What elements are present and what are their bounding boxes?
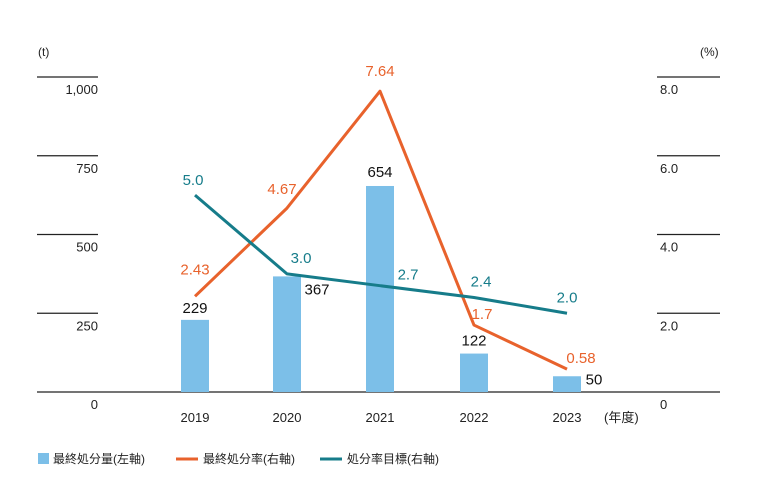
bar bbox=[181, 319, 209, 392]
right-axis-unit: (%) bbox=[700, 45, 719, 59]
target-rate-label: 2.7 bbox=[398, 267, 419, 284]
target-rate-label: 2.4 bbox=[471, 274, 492, 291]
lines bbox=[193, 89, 568, 371]
x-tick-label: 2022 bbox=[460, 410, 489, 425]
right-tick-label: 8.0 bbox=[660, 82, 678, 97]
legend-label: 処分率目標(右軸) bbox=[347, 451, 439, 466]
target-rate-label: 2.0 bbox=[557, 289, 578, 306]
legend-label: 最終処分量(左軸) bbox=[53, 451, 145, 466]
bar bbox=[553, 376, 581, 392]
left-tick-label: 1,000 bbox=[65, 82, 98, 97]
data-labels: 229 367 654 122 50 2.43 4.67 7.64 1.7 0.58 5.0 3.0 2… bbox=[180, 63, 602, 388]
bar bbox=[366, 185, 394, 392]
left-tick-label: 250 bbox=[76, 318, 98, 333]
bar-value-label: 367 bbox=[304, 281, 329, 298]
right-tick-label: 4.0 bbox=[660, 240, 678, 255]
legend-swatch-bar bbox=[38, 453, 49, 464]
disposal-rate-label: 7.64 bbox=[365, 63, 394, 80]
bar-value-label: 122 bbox=[461, 333, 486, 350]
left-tick-label: 500 bbox=[76, 240, 98, 255]
left-tick-label: 0 bbox=[91, 397, 98, 412]
bar-value-label: 50 bbox=[586, 371, 603, 388]
legend-label: 最終処分率(右軸) bbox=[203, 451, 295, 466]
bar bbox=[460, 353, 488, 392]
axes: 0 0 250 2.0 500 4.0 750 6.0 1,000 8.0 (t) (%) 2019 20… bbox=[37, 45, 720, 425]
target-rate-label: 5.0 bbox=[183, 172, 204, 189]
legend: 最終処分量(左軸) 最終処分率(右軸) 処分率目標(右軸) bbox=[38, 451, 439, 466]
x-tick-label: 2020 bbox=[273, 410, 302, 425]
bar-value-label: 229 bbox=[182, 300, 207, 317]
x-tick-label: 2021 bbox=[366, 410, 395, 425]
target-rate-label: 3.0 bbox=[291, 250, 312, 267]
left-tick-label: 750 bbox=[76, 161, 98, 176]
bar bbox=[273, 276, 301, 392]
right-tick-label: 0 bbox=[660, 397, 667, 412]
bars bbox=[181, 185, 581, 392]
disposal-rate-line bbox=[193, 89, 568, 371]
right-tick-label: 6.0 bbox=[660, 161, 678, 176]
x-tick-label: 2019 bbox=[181, 410, 210, 425]
disposal-rate-label: 1.7 bbox=[472, 306, 493, 323]
disposal-rate-label: 2.43 bbox=[180, 261, 209, 278]
disposal-rate-label: 0.58 bbox=[566, 350, 595, 367]
x-axis-unit: (年度) bbox=[604, 410, 639, 425]
right-tick-label: 2.0 bbox=[660, 318, 678, 333]
target-rate-line bbox=[194, 193, 568, 315]
bar-value-label: 654 bbox=[367, 164, 392, 181]
x-tick-label: 2023 bbox=[553, 410, 582, 425]
left-axis-unit: (t) bbox=[38, 45, 49, 59]
disposal-rate-label: 4.67 bbox=[267, 181, 296, 198]
